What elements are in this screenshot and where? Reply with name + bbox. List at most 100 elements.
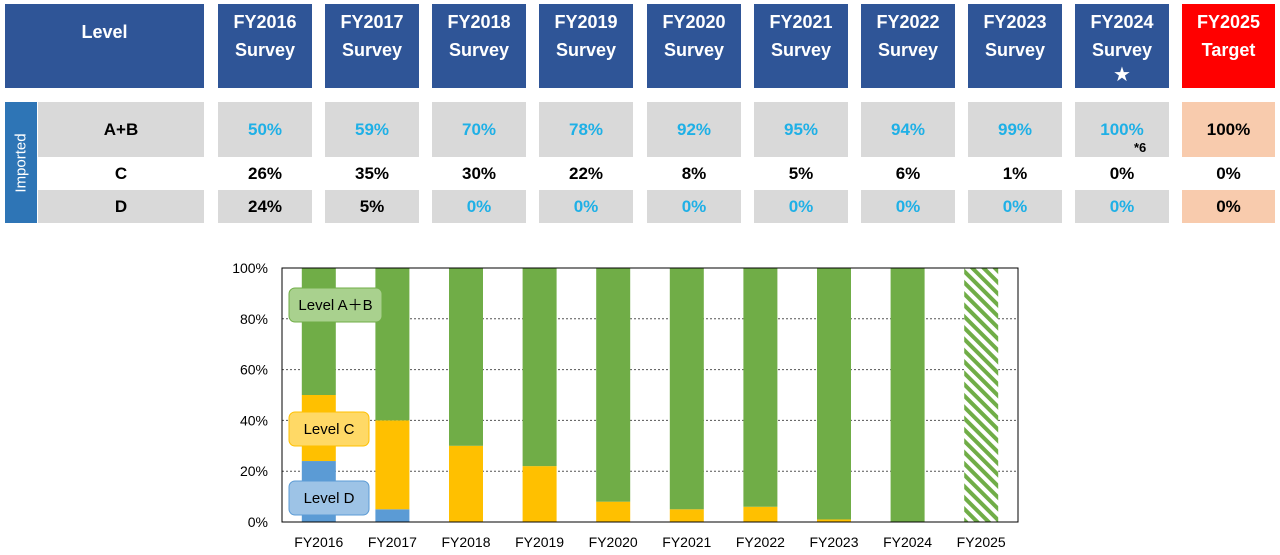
- bar-segment: [669, 268, 704, 510]
- y-tick-label: 0%: [248, 514, 268, 530]
- column-kind: Survey: [770, 40, 832, 60]
- legend-label: Level C: [304, 421, 355, 438]
- column-header-fy2019: FY2019 Survey: [539, 4, 633, 88]
- x-tick-label: FY2019: [515, 534, 564, 550]
- bar-segment: [964, 268, 999, 522]
- column-header-fy2021: FY2021 Survey: [754, 4, 848, 88]
- column-header-fy2016: FY2016 Survey: [218, 4, 312, 88]
- column-kind: Survey: [555, 40, 617, 60]
- column-year: FY2017: [340, 12, 404, 32]
- column-header-fy2017: FY2017 Survey: [325, 4, 419, 88]
- table-cell: 35%: [354, 164, 390, 183]
- legend-box: [288, 287, 383, 323]
- bar-segment: [375, 268, 410, 421]
- column-header-fy2025: FY2025 Target: [1182, 4, 1275, 88]
- bar-segment: [301, 461, 336, 522]
- table-cell: 70%: [432, 102, 526, 157]
- table-cell: 0%: [1109, 164, 1135, 183]
- table-cell: 0%: [754, 190, 848, 223]
- table-cell: 24%: [218, 190, 312, 223]
- column-kind: Survey: [663, 40, 725, 60]
- legend-label: Level A＋B: [298, 297, 372, 314]
- table-cell: 0%: [1216, 164, 1241, 183]
- bar-segment: [522, 466, 557, 522]
- column-year: FY2019: [554, 12, 618, 32]
- y-tick-label: 80%: [240, 311, 268, 327]
- column-year: FY2024: [1090, 12, 1154, 32]
- column-header-fy2024: FY2024 Survey ★: [1075, 4, 1169, 88]
- x-tick-label: FY2017: [368, 534, 417, 550]
- table-cell: 26%: [247, 164, 283, 183]
- x-tick-label: FY2024: [883, 534, 932, 550]
- column-year: FY2021: [769, 12, 833, 32]
- table-cell: 0%: [432, 190, 526, 223]
- y-tick-label: 100%: [232, 260, 268, 276]
- x-tick-label: FY2021: [662, 534, 711, 550]
- column-header-fy2018: FY2018 Survey: [432, 4, 526, 88]
- table-cell: 5%: [325, 190, 419, 223]
- column-header-fy2020: FY2020 Survey: [647, 4, 741, 88]
- column-year: FY2025: [1196, 12, 1261, 32]
- table-cell: 5%: [788, 164, 814, 183]
- x-tick-label: FY2022: [736, 534, 785, 550]
- column-header-fy2022: FY2022 Survey: [861, 4, 955, 88]
- bar-segment: [817, 268, 851, 520]
- table-cell: 95%: [754, 102, 848, 157]
- table-cell: 99%: [968, 102, 1062, 157]
- row-label-ab: A+B: [38, 102, 204, 157]
- bar-segment: [301, 395, 336, 462]
- x-tick-label: FY2025: [957, 534, 1006, 550]
- x-tick-label: FY2023: [809, 534, 858, 550]
- footnote-marker: *6: [1134, 140, 1147, 155]
- table-cell: 50%: [218, 102, 312, 157]
- column-year: FY2016: [233, 12, 297, 32]
- bar-segment: [375, 509, 410, 522]
- table-cell: 92%: [647, 102, 741, 157]
- legend-box: [288, 411, 370, 447]
- bar-segment: [596, 501, 631, 522]
- table-cell: 78%: [539, 102, 633, 157]
- column-kind: Survey: [234, 40, 296, 60]
- legend-box: [288, 480, 370, 516]
- table-cell: 0%: [647, 190, 741, 223]
- bar-segment: [301, 268, 336, 395]
- table-cell: 8%: [681, 164, 707, 183]
- column-header-fy2023: FY2023 Survey: [968, 4, 1062, 88]
- column-year: FY2020: [662, 12, 726, 32]
- bar-segment: [522, 268, 557, 467]
- y-tick-label: 60%: [240, 362, 268, 378]
- table-cell: 0%: [861, 190, 955, 223]
- bar-segment: [596, 268, 631, 502]
- column-year: FY2022: [876, 12, 940, 32]
- row-label-d: D: [38, 190, 204, 223]
- y-tick-label: 40%: [240, 412, 268, 428]
- table-cell: 6%: [895, 164, 921, 183]
- column-year: FY2018: [447, 12, 511, 32]
- column-kind: Survey: [341, 40, 403, 60]
- bar-segment: [743, 506, 778, 522]
- row-label-c: C: [114, 164, 128, 183]
- bar-segment: [817, 519, 851, 522]
- imported-side-label: Imported: [5, 102, 37, 223]
- bar-segment: [449, 268, 483, 446]
- column-kind: Target: [1201, 40, 1256, 60]
- y-tick-label: 20%: [240, 463, 268, 479]
- x-tick-label: FY2020: [589, 534, 638, 550]
- imported-label: Imported: [12, 132, 30, 193]
- table-cell: 30%: [461, 164, 497, 183]
- column-kind: Survey: [877, 40, 939, 60]
- bar-segment: [449, 445, 483, 522]
- table-cell: 22%: [568, 164, 604, 183]
- plot-frame: [281, 267, 1019, 523]
- table-cell: 1%: [1002, 164, 1028, 183]
- legend-label: Level D: [304, 490, 355, 507]
- column-kind: Survey: [1091, 40, 1153, 60]
- table-cell: 100%: [1075, 102, 1169, 157]
- table-cell: 59%: [325, 102, 419, 157]
- column-kind: Survey: [448, 40, 510, 60]
- x-tick-label: FY2016: [294, 534, 343, 550]
- table-cell: 0%: [1075, 190, 1169, 223]
- bar-segment: [375, 420, 410, 510]
- table-cell: 94%: [861, 102, 955, 157]
- level-header: Level: [5, 4, 204, 88]
